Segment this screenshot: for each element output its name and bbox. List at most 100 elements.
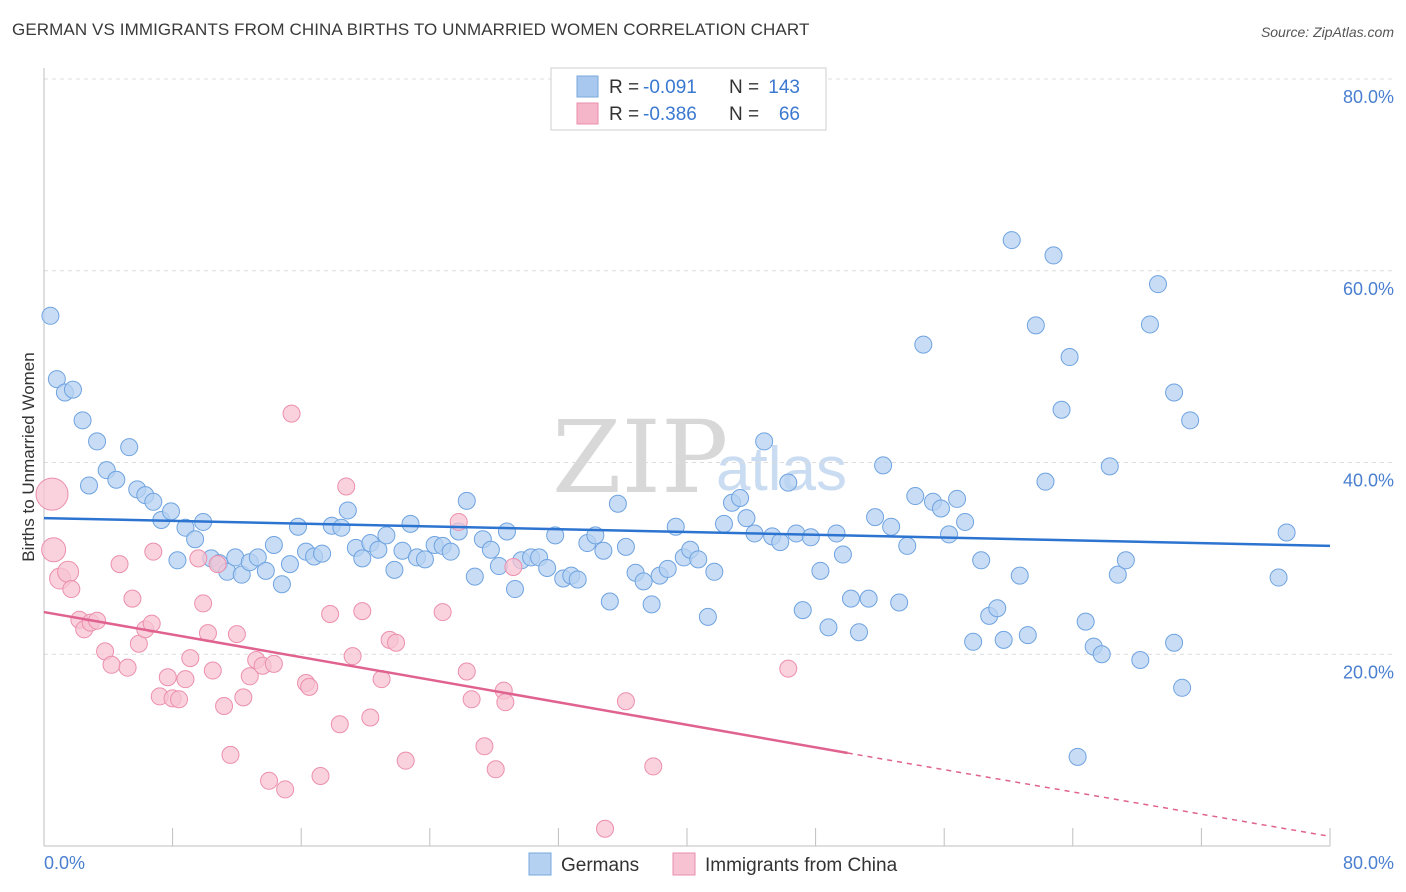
germans-point [906,487,925,506]
germans-point [689,550,708,569]
x-tick-label-max: 80.0% [1343,853,1394,873]
germans-point [1131,651,1150,670]
germans-point [47,370,66,389]
china-point [343,647,362,666]
stats-legend-n-value-germans: 143 [768,77,800,98]
germans-point [1173,678,1192,697]
germans-point [608,494,627,513]
germans-point [882,517,901,536]
germans-point [1068,747,1087,766]
trend-lines [43,516,1331,838]
germans-point [714,514,733,533]
trend-line-china [43,610,848,755]
germans-point [827,524,846,543]
germans-point [1108,565,1127,584]
series-germans [41,231,1296,766]
germans-point [890,593,909,612]
germans-point [658,559,677,578]
china-point [208,555,227,574]
y-axis-title: Births to Unmarried Women [19,352,38,561]
germans-point [120,438,139,457]
stats-legend-r-value-germans: -0.091 [643,77,697,98]
germans-point [1116,551,1135,570]
germans-point [1148,275,1167,294]
germans-point [616,537,635,556]
germans-point [377,526,396,545]
stats-legend-r-label-china: R = [609,104,639,125]
china-point [462,690,481,709]
y-tick-label-40: 40.0% [1343,471,1394,491]
china-point [264,654,283,673]
germans-point [833,545,852,564]
china-point [35,477,69,511]
germans-point [698,607,717,626]
china-point [234,688,253,707]
china-point [311,767,330,786]
china-point [616,692,635,711]
germans-point [1060,348,1079,367]
germans-point [793,601,812,620]
germans-point [1018,626,1037,645]
germans-point [256,561,275,580]
germans-point [1076,612,1095,631]
germans-point [600,592,619,611]
series-legend: Germans Immigrants from China [528,852,898,876]
china-point [215,697,234,716]
y-tick-label-60: 60.0% [1343,279,1394,299]
germans-point [80,476,99,495]
germans-point [1165,383,1184,402]
china-point [194,594,213,613]
germans-point [859,589,878,608]
china-point [433,603,452,622]
germans-point [819,618,838,637]
germans-point [866,508,885,527]
germans-point [481,540,500,559]
germans-point [338,501,357,520]
china-point [300,677,319,696]
germans-point [898,536,917,555]
germans-point [280,555,299,574]
germans-point [841,589,860,608]
stats-legend-swatch-china [576,102,599,125]
germans-point [1052,400,1071,419]
source-label: Source: ZipAtlas.com [1260,24,1394,40]
germans-point [964,632,983,651]
germans-point [248,548,267,567]
germans-point [538,558,557,577]
germans-point [594,541,613,560]
trend-line-china-extrapolated [847,752,1331,838]
china-point [41,537,67,563]
china-point [170,690,189,709]
germans-point [457,491,476,510]
china-point [282,404,301,423]
legend-swatch-china [672,852,696,876]
germans-point [401,514,420,533]
china-point [475,737,494,756]
germans-point [272,575,291,594]
germans-point [642,595,661,614]
germans-point [988,599,1007,618]
series-immigrants-from-china [35,404,798,838]
china-point [276,780,295,799]
germans-point [144,492,163,511]
germans-point [1181,411,1200,430]
watermark-zip: ZIP [552,399,728,516]
china-point [181,649,200,668]
germans-point [731,488,750,507]
germans-point [634,572,653,591]
germans-point [264,535,283,554]
germans-point [1002,231,1021,250]
germans-point [801,528,820,547]
germans-point [41,306,60,325]
germans-point [1092,645,1111,664]
stats-legend-r-label-germans: R = [609,77,639,98]
germans-point [73,411,92,430]
china-point [118,658,137,677]
germans-point [1269,568,1288,587]
germans-point [1140,315,1159,334]
germans-point [914,335,933,354]
germans-point [497,522,516,541]
germans-point [705,562,724,581]
stats-legend-r-value-china: -0.386 [643,104,697,125]
stats-legend-n-label-china: N = [729,104,759,125]
